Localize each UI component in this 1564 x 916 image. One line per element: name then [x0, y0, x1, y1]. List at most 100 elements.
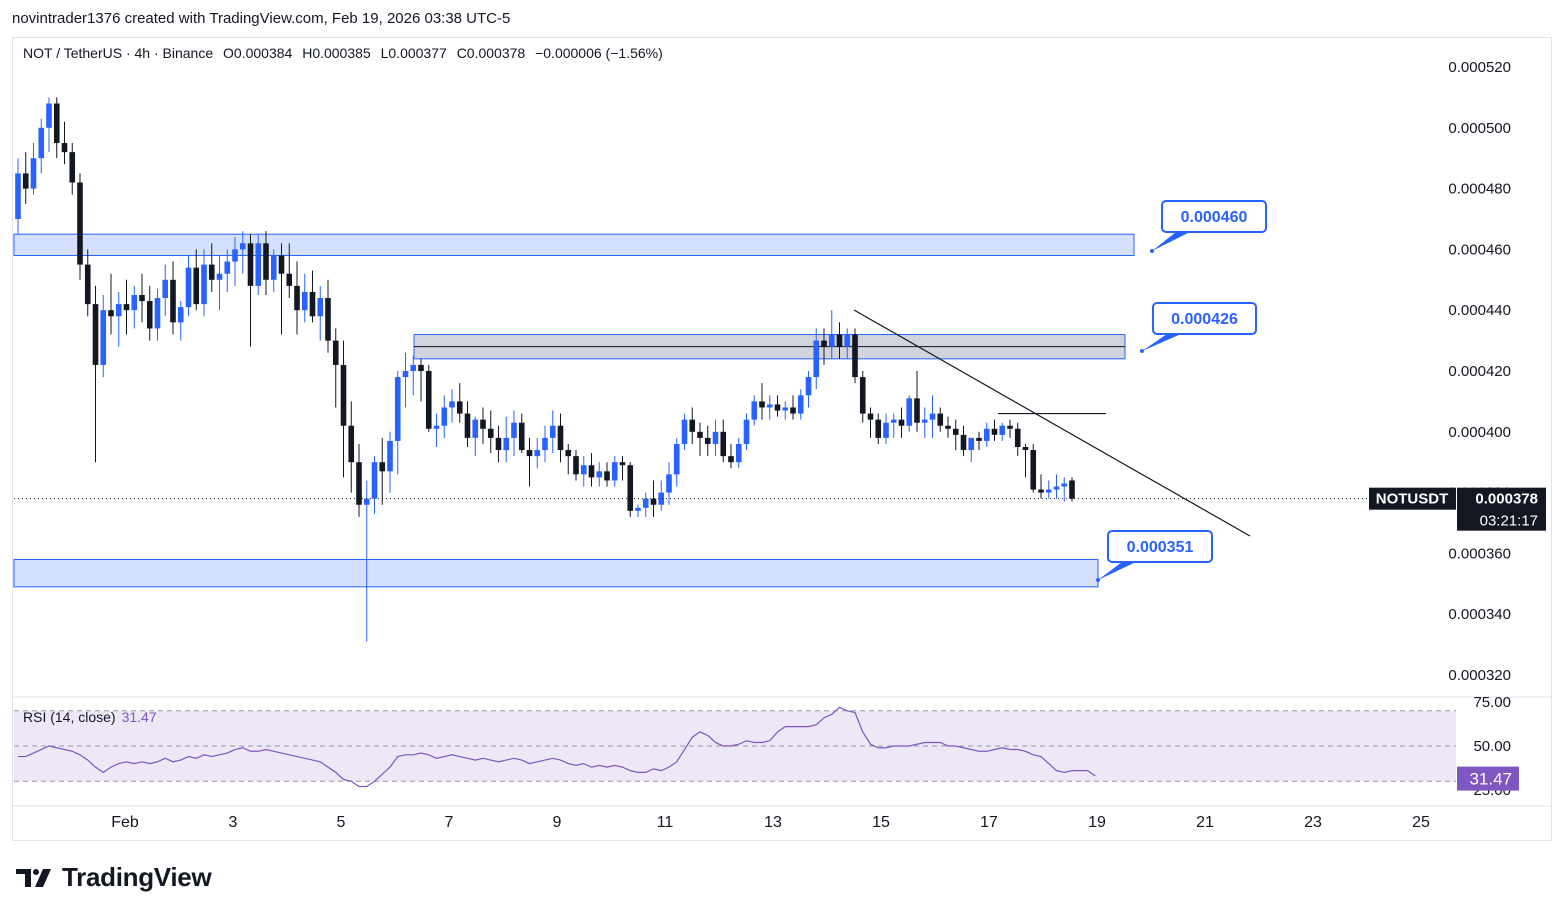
candle-body	[983, 428, 990, 441]
callout-box[interactable]	[1161, 200, 1267, 233]
candle-body	[495, 437, 502, 451]
candle-body	[890, 419, 897, 423]
candle-body	[743, 419, 750, 444]
candle-body	[650, 498, 657, 505]
rsi-line	[18, 706, 1096, 788]
candle-body	[379, 462, 386, 472]
symbol-legend[interactable]: NOT / TetherUS · 4h · Binance O0.000384 …	[23, 45, 669, 61]
candle-body	[309, 291, 316, 317]
time-tick-label: 25	[1412, 814, 1430, 831]
candle-body	[1045, 489, 1052, 493]
candle-body	[123, 304, 130, 311]
price-tick-label: 0.000480	[1448, 181, 1511, 198]
candle-body	[1038, 489, 1044, 493]
candle-body	[937, 413, 944, 426]
candle-body	[952, 428, 959, 435]
candle-body	[921, 419, 928, 423]
candle-body	[821, 340, 827, 347]
tradingview-logo[interactable]: TradingView	[14, 862, 212, 893]
zone-0.000351[interactable]	[13, 558, 1099, 588]
candle-body	[735, 443, 742, 463]
time-tick-label: 5	[337, 814, 346, 831]
candle-body	[797, 395, 804, 414]
candle-body	[774, 404, 781, 411]
legend-symbol: NOT / TetherUS · 4h · Binance	[23, 45, 214, 61]
candle-body	[898, 419, 905, 426]
candle-body	[170, 279, 176, 323]
candle-body	[402, 371, 409, 378]
time-tick-label: Feb	[111, 814, 139, 831]
candle-body	[15, 173, 21, 219]
tradingview-wordmark: TradingView	[62, 862, 212, 892]
candle-body	[278, 255, 285, 274]
candle-body	[449, 401, 455, 408]
candle-body	[100, 310, 107, 365]
candle-body	[387, 440, 393, 472]
candle-body	[534, 450, 541, 457]
candle-body	[573, 456, 579, 475]
candle-body	[356, 462, 362, 505]
last-price-value: 0.000378	[1475, 491, 1538, 508]
candle-body	[596, 471, 603, 478]
bar-countdown: 03:21:17	[1480, 513, 1538, 530]
candle-body	[960, 434, 967, 451]
candle-body	[216, 273, 223, 280]
rsi-value-tag-label: 31.47	[1469, 770, 1512, 789]
candle-body	[611, 462, 618, 481]
trendline[interactable]	[853, 309, 1251, 537]
candle-body	[418, 364, 424, 371]
candle-body	[69, 152, 76, 183]
candle-body	[340, 364, 347, 426]
candle-body	[46, 103, 52, 128]
candle-body	[270, 255, 277, 280]
callout-anchor	[1140, 349, 1144, 353]
callout-box[interactable]	[1107, 530, 1213, 563]
candle-body	[487, 428, 494, 438]
time-tick-label: 3	[229, 814, 238, 831]
candle-body	[232, 249, 238, 262]
legend-open: O0.000384	[223, 45, 293, 61]
rsi-label: RSI (14, close)	[23, 709, 116, 725]
legend-change: −0.000006 (−1.56%)	[535, 45, 663, 61]
last-price-tag	[1457, 487, 1546, 531]
candle-body	[914, 398, 920, 423]
candle-body	[991, 428, 998, 435]
candle-body	[1022, 447, 1029, 451]
callout-box[interactable]	[1152, 302, 1257, 335]
candles-layer	[15, 97, 1075, 642]
candle-body	[666, 474, 672, 493]
zone-0.000460[interactable]	[13, 233, 1135, 256]
time-tick-label: 15	[872, 814, 890, 831]
candle-body	[201, 264, 207, 305]
candle-body	[177, 307, 184, 323]
callout-pointer	[1142, 334, 1181, 351]
candle-body	[557, 425, 564, 451]
candle-body	[162, 279, 169, 299]
candle-body	[286, 273, 293, 286]
time-tick-label: 17	[980, 814, 998, 831]
price-tick-label: 0.000320	[1448, 667, 1511, 684]
candle-body	[619, 462, 626, 466]
candle-body	[805, 377, 812, 396]
candle-body	[813, 340, 820, 378]
candle-body	[154, 298, 161, 329]
candle-body	[224, 261, 231, 274]
candle-body	[1014, 428, 1021, 447]
candle-body	[115, 304, 122, 317]
chart-frame	[12, 37, 1552, 841]
candle-body	[689, 419, 696, 432]
candle-body	[139, 295, 145, 302]
candle-body	[146, 301, 153, 329]
candle-body	[782, 407, 789, 411]
price-tick-label: 0.000520	[1448, 59, 1511, 76]
rsi-legend[interactable]: RSI (14, close) 31.47	[23, 709, 157, 725]
candle-body	[1030, 450, 1037, 490]
legend-high: H0.000385	[302, 45, 371, 61]
candle-body	[317, 298, 324, 317]
candle-body	[84, 264, 91, 305]
candle-body	[712, 431, 719, 444]
candle-body	[673, 443, 680, 475]
candle-body	[945, 425, 951, 429]
candle-body	[433, 425, 440, 429]
